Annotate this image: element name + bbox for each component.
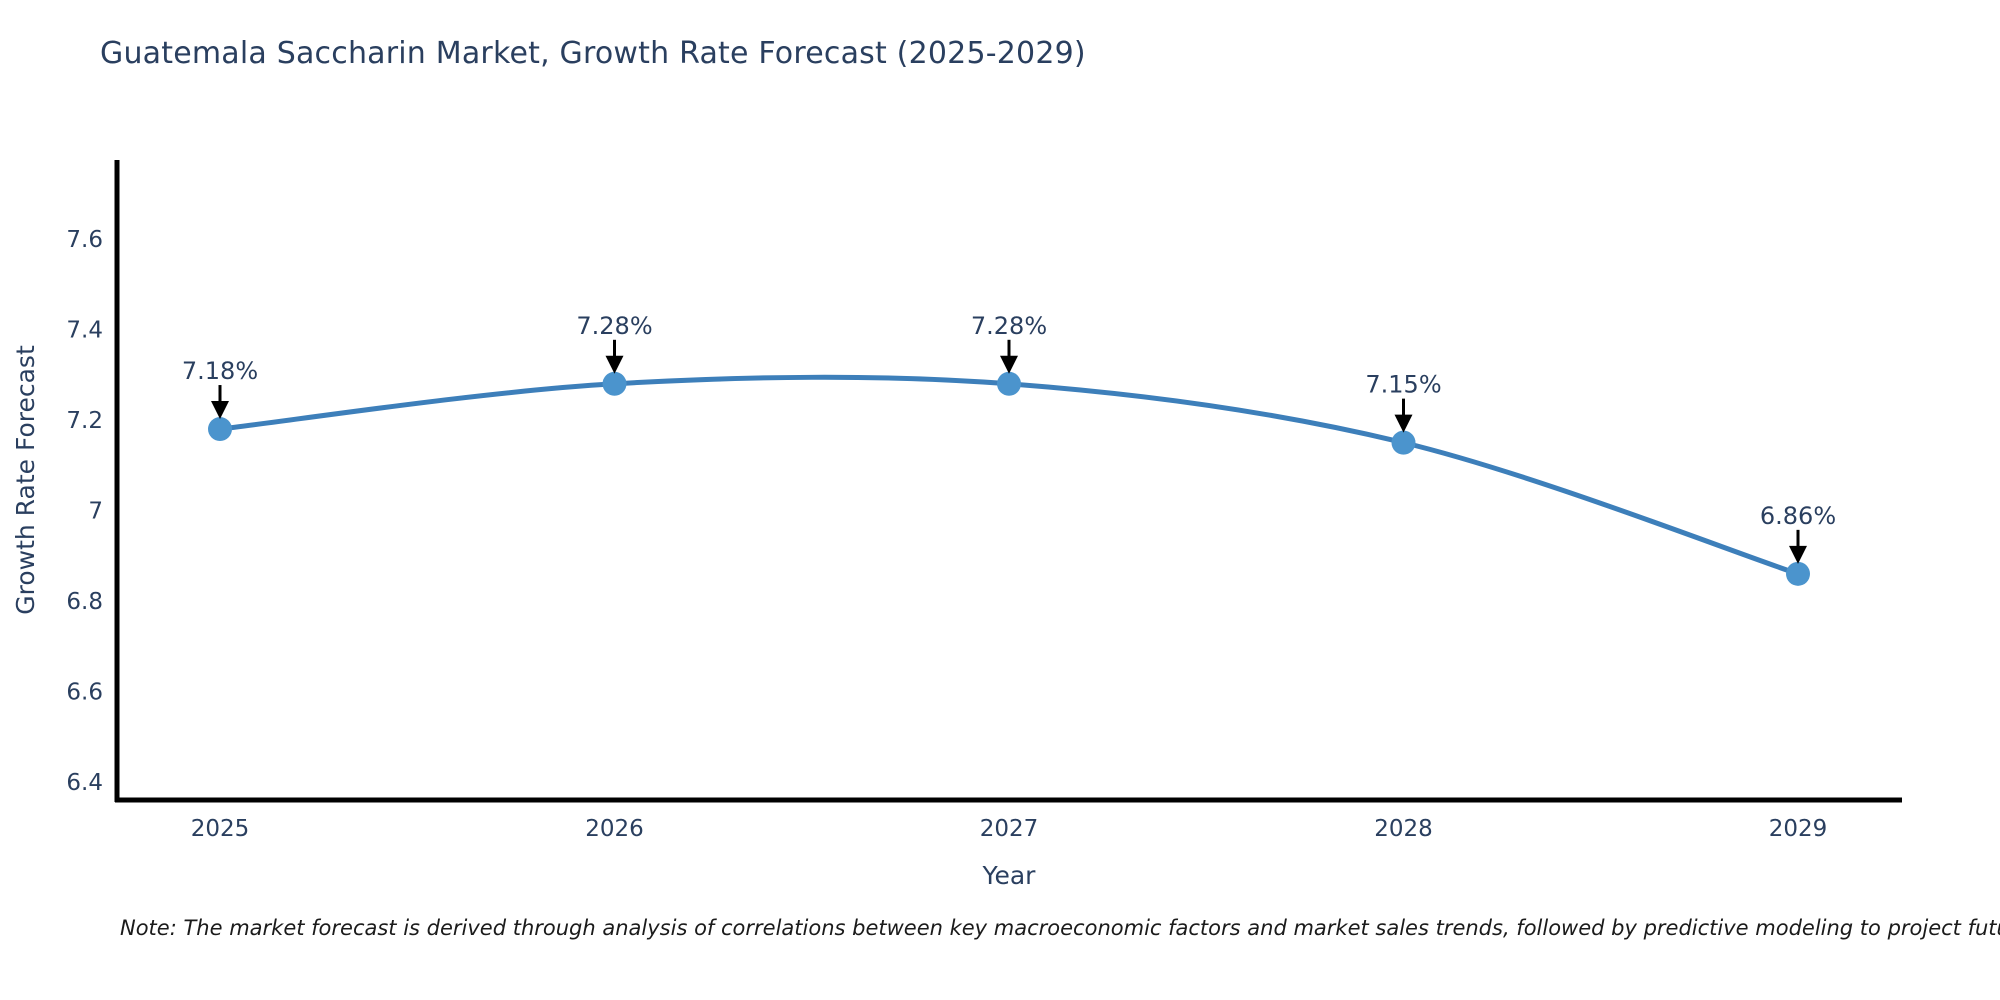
x-tick-label: 2029 bbox=[1769, 816, 1828, 842]
annotation-arrowhead-icon bbox=[1789, 545, 1807, 564]
footnote: Note: The market forecast is derived thr… bbox=[120, 916, 2000, 940]
y-tick-label: 7.2 bbox=[66, 408, 103, 434]
forecast-line-series bbox=[217, 374, 1801, 577]
data-point-marker bbox=[208, 417, 232, 442]
x-axis-title: Year bbox=[982, 861, 1037, 890]
annotation-arrowhead-icon bbox=[605, 355, 624, 374]
x-tick-label: 2027 bbox=[980, 816, 1039, 842]
data-point-marker bbox=[1391, 430, 1416, 455]
x-tick-label: 2025 bbox=[191, 816, 250, 842]
x-tick-label: 2026 bbox=[585, 816, 644, 842]
data-point-marker bbox=[997, 371, 1021, 396]
y-tick-label: 6.6 bbox=[66, 680, 103, 706]
data-point-marker bbox=[602, 371, 627, 396]
annotation-arrowhead-icon bbox=[1000, 355, 1018, 374]
data-point-label: 6.86% bbox=[1760, 502, 1836, 530]
annotation-arrowhead-icon bbox=[1394, 414, 1413, 433]
y-tick-label: 7 bbox=[88, 499, 103, 525]
y-tick-label: 6.4 bbox=[66, 770, 103, 796]
annotation-arrowhead-icon bbox=[211, 401, 229, 420]
data-point-label: 7.28% bbox=[576, 312, 652, 340]
y-tick-label: 7.4 bbox=[66, 318, 103, 344]
data-point-label: 7.15% bbox=[1365, 371, 1441, 399]
x-tick-label: 2028 bbox=[1374, 816, 1433, 842]
chart-title: Guatemala Saccharin Market, Growth Rate … bbox=[100, 36, 1086, 71]
data-point-label: 7.28% bbox=[971, 312, 1047, 340]
y-tick-label: 7.6 bbox=[66, 227, 103, 253]
data-point-marker bbox=[1786, 561, 1810, 586]
y-tick-label: 6.8 bbox=[66, 589, 103, 615]
data-point-label: 7.18% bbox=[182, 357, 258, 385]
y-axis-title: Growth Rate Forecast bbox=[11, 345, 40, 615]
